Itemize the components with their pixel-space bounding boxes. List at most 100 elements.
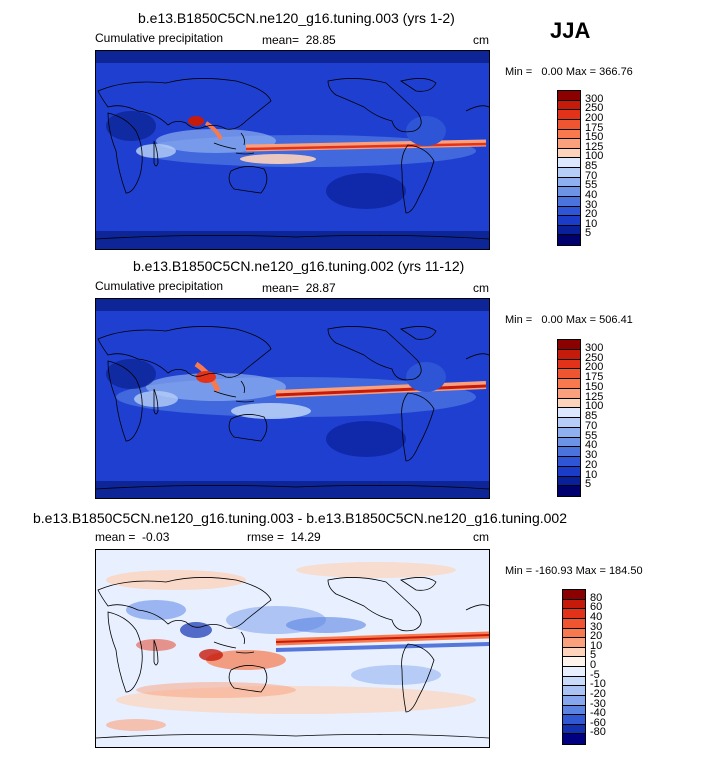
colorbar-cell (558, 486, 580, 496)
colorbar-tick-label: 175 (585, 121, 604, 134)
panel-2-minmax: Min = 0.00 Max = 506.41 (505, 314, 633, 326)
colorbar-cell (558, 369, 580, 379)
colorbar-cell (558, 168, 580, 178)
colorbar-tick-label: 200 (585, 361, 604, 374)
colorbar-tick-label: 250 (585, 102, 604, 115)
colorbar-cell (558, 476, 580, 487)
colorbar-tick-label: 20 (590, 630, 603, 643)
colorbar-tick-label: 30 (585, 198, 598, 211)
panel-2-title: b.e13.B1850C5CN.ne120_g16.tuning.002 (yr… (133, 258, 465, 274)
precip-map-2 (96, 299, 489, 498)
precip-map-1 (96, 51, 489, 249)
colorbar-tick-label: -10 (590, 678, 606, 691)
panel-3-map (95, 549, 490, 748)
panel-1-units: cm (473, 33, 489, 47)
colorbar-tick-label: 250 (585, 351, 604, 364)
panel-2-map (95, 298, 490, 499)
season-label: JJA (550, 18, 591, 43)
colorbar-cell (563, 618, 585, 629)
colorbar-tick-label: 0 (590, 659, 597, 671)
colorbar-cell (558, 359, 580, 370)
panel-3-mean: mean = -0.03 (95, 530, 170, 544)
colorbar-tick-label: 5 (585, 227, 592, 240)
panel-2-label: Cumulative precipitation (95, 279, 224, 293)
colorbar-tick-label: 70 (585, 169, 598, 182)
colorbar-tick-label: 80 (590, 591, 603, 604)
colorbar-tick-label: 200 (585, 111, 604, 124)
colorbar-cell (558, 447, 580, 457)
colorbar-cell (558, 187, 580, 197)
colorbar-cell (563, 667, 585, 677)
colorbar-tick-label: -5 (590, 668, 600, 681)
panel-1-colorbar (557, 90, 581, 246)
colorbar-tick-label: 10 (585, 468, 598, 481)
panel-3-title: b.e13.B1850C5CN.ne120_g16.tuning.003 - b… (33, 510, 567, 526)
colorbar-cell (558, 100, 580, 111)
colorbar-cell (563, 705, 585, 716)
colorbar-tick-label: 85 (585, 410, 598, 422)
colorbar-cell (563, 590, 585, 600)
colorbar-cell (558, 139, 580, 149)
colorbar-tick-label: 40 (585, 439, 598, 452)
colorbar-cell (558, 349, 580, 360)
colorbar-tick-label: 40 (585, 188, 598, 201)
colorbar-cell (558, 196, 580, 207)
colorbar-cell (558, 148, 580, 159)
colorbar-tick-label: 125 (585, 140, 604, 153)
colorbar-tick-label: 5 (585, 478, 592, 491)
colorbar-tick-label: 55 (585, 429, 598, 442)
colorbar-tick-label: 30 (585, 449, 598, 461)
colorbar-tick-label: 55 (585, 179, 598, 192)
colorbar-cell (558, 91, 580, 101)
colorbar-tick-label: -20 (590, 687, 606, 700)
colorbar-cell (563, 715, 585, 725)
panel-1-title: b.e13.B1850C5CN.ne120_g16.tuning.003 (yr… (138, 10, 455, 26)
colorbar-cell (558, 398, 580, 409)
colorbar-tick-label: 100 (585, 150, 604, 163)
colorbar-tick-label: 150 (585, 380, 604, 393)
colorbar-tick-label: 20 (585, 208, 598, 221)
colorbar-cell (558, 158, 580, 168)
colorbar-tick-label: -40 (590, 707, 606, 720)
colorbar-tick-label: 30 (590, 620, 603, 633)
colorbar-cell (558, 408, 580, 418)
colorbar-tick-label: 175 (585, 371, 604, 383)
panel-1-mean: mean= 28.85 (262, 33, 336, 47)
colorbar-tick-label: 5 (590, 649, 597, 662)
colorbar-cell (558, 466, 580, 477)
colorbar-cell (558, 388, 580, 399)
panel-1-map (95, 50, 490, 250)
difference-map (96, 550, 489, 747)
colorbar-cell (563, 676, 585, 687)
colorbar-tick-label: 150 (585, 131, 604, 144)
colorbar-cell (563, 695, 585, 706)
colorbar-cell (558, 235, 580, 245)
panel-2-units: cm (473, 281, 489, 295)
colorbar-tick-label: 100 (585, 400, 604, 413)
colorbar-tick-label: 300 (585, 92, 604, 105)
colorbar-cell (558, 225, 580, 236)
colorbar-cell (563, 638, 585, 648)
colorbar-cell (558, 427, 580, 438)
panel-3-colorbar (562, 589, 586, 745)
colorbar-tick-label: 60 (590, 601, 603, 614)
colorbar-cell (558, 340, 580, 350)
colorbar-cell (563, 686, 585, 696)
colorbar-cell (558, 177, 580, 188)
colorbar-cell (558, 437, 580, 448)
panel-1-minmax: Min = 0.00 Max = 366.76 (505, 66, 633, 78)
panel-2-colorbar (557, 339, 581, 497)
colorbar-tick-label: 10 (590, 639, 603, 652)
colorbar-tick-label: 85 (585, 160, 598, 172)
panel-2-mean: mean= 28.87 (262, 281, 336, 295)
colorbar-tick-label: 10 (585, 217, 598, 230)
colorbar-cell (563, 724, 585, 735)
colorbar-tick-label: 300 (585, 341, 604, 354)
colorbar-cell (558, 129, 580, 140)
colorbar-tick-label: 125 (585, 390, 604, 403)
colorbar-tick-label: -60 (590, 716, 606, 729)
colorbar-cell (563, 599, 585, 610)
colorbar-tick-label: 70 (585, 419, 598, 432)
colorbar-cell (563, 657, 585, 667)
panel-3-minmax: Min = -160.93 Max = 184.50 (505, 565, 643, 577)
